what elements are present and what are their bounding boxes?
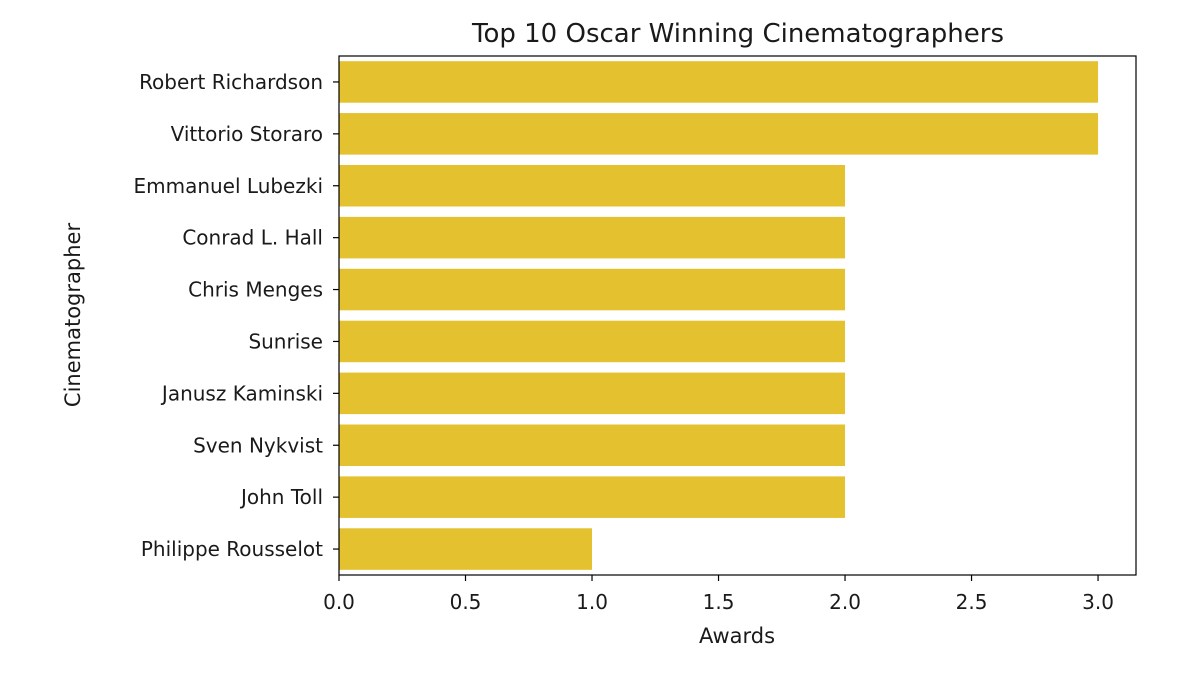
x-tick-label: 0.0 bbox=[323, 590, 355, 614]
bar-2 bbox=[339, 164, 846, 207]
y-tick-label: Philippe Rousselot bbox=[141, 537, 323, 561]
x-axis-label: Awards bbox=[699, 624, 775, 648]
x-tick-label: 3.0 bbox=[1082, 590, 1114, 614]
bar-3 bbox=[339, 216, 846, 259]
plot-frame bbox=[338, 55, 1137, 576]
x-axis-ticks: 0.0 0.5 1.0 1.5 2.0 2.5 3.0 bbox=[323, 575, 1114, 614]
bar-5 bbox=[339, 320, 846, 363]
y-tick-label: Sven Nykvist bbox=[193, 433, 323, 457]
bar-7 bbox=[339, 424, 846, 467]
y-tick-label: Vittorio Storaro bbox=[171, 122, 323, 146]
bar-9 bbox=[339, 528, 593, 570]
bar-8 bbox=[339, 476, 846, 518]
bar-6 bbox=[339, 372, 846, 415]
x-tick-label: 1.0 bbox=[576, 590, 608, 614]
bar-1 bbox=[339, 113, 1099, 155]
x-tick-label: 0.5 bbox=[450, 590, 482, 614]
x-tick-label: 2.0 bbox=[829, 590, 861, 614]
chart-title: Top 10 Oscar Winning Cinematographers bbox=[471, 19, 1004, 49]
y-axis-ticks: Robert Richardson Vittorio Storaro Emmanue… bbox=[133, 70, 339, 561]
y-tick-label: Emmanuel Lubezki bbox=[133, 174, 323, 198]
y-tick-label: Chris Menges bbox=[188, 278, 323, 302]
bars-layer bbox=[339, 61, 1099, 570]
bar-0 bbox=[339, 61, 1099, 103]
bar-4 bbox=[339, 268, 846, 311]
y-tick-label: Robert Richardson bbox=[139, 70, 323, 94]
y-axis-label: Cinematographer bbox=[61, 223, 85, 408]
y-tick-label: John Toll bbox=[239, 485, 323, 509]
x-tick-label: 2.5 bbox=[956, 590, 988, 614]
y-tick-label: Sunrise bbox=[248, 329, 323, 353]
y-tick-label: Conrad L. Hall bbox=[182, 226, 323, 250]
x-tick-label: 1.5 bbox=[703, 590, 735, 614]
y-tick-label: Janusz Kaminski bbox=[160, 381, 323, 405]
